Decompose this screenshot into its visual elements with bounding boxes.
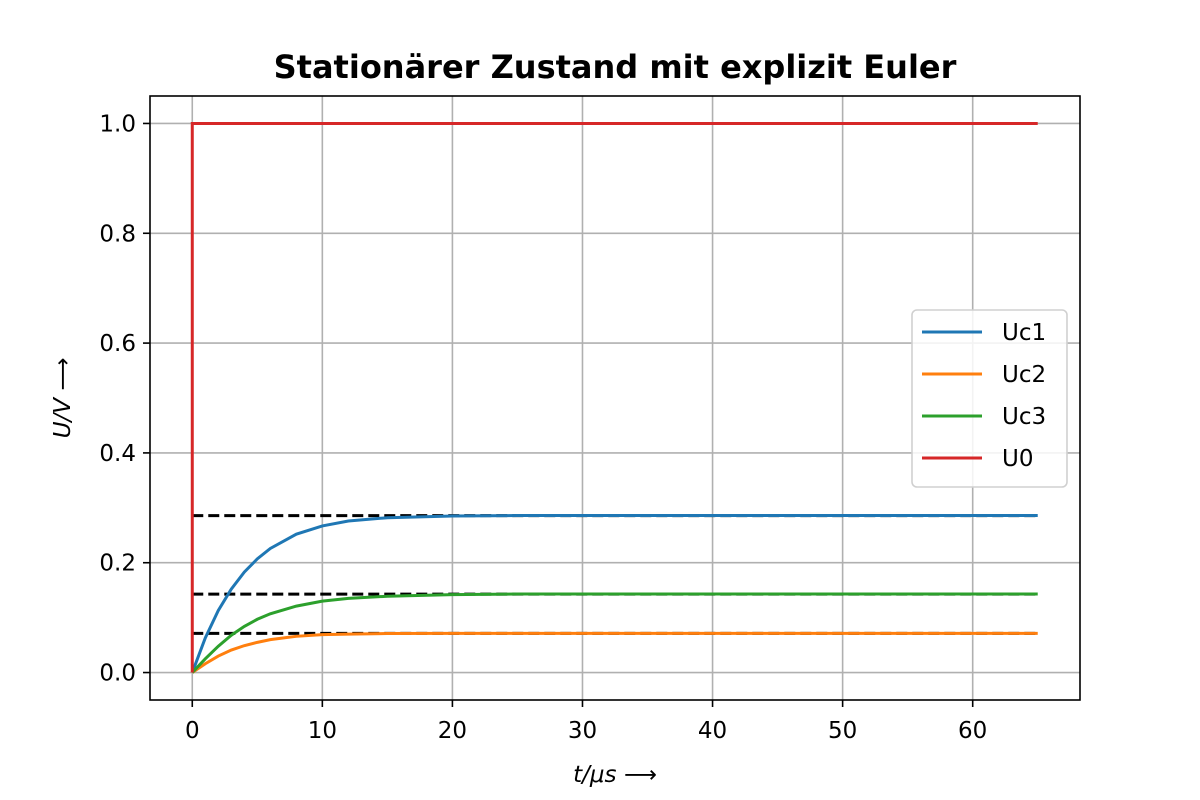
y-tick-label: 0.4 <box>99 441 136 467</box>
plot-frame <box>149 95 1081 701</box>
x-tick-label: 60 <box>958 718 987 744</box>
legend-label: Uc3 <box>1002 404 1046 430</box>
y-axis-label: U/V ⟶ <box>50 358 76 439</box>
series-line-uc1 <box>190 514 1038 674</box>
chart-title: Stationärer Zustand mit explizit Euler <box>274 48 957 86</box>
legend-box <box>911 309 1068 488</box>
y-tick-label: 0.2 <box>99 551 136 577</box>
series-line-uc3 <box>191 592 1038 674</box>
y-tick-label: 1.0 <box>99 111 136 137</box>
y-tick-labels: 0.0 0.2 0.4 0.6 0.8 1.0 <box>99 111 136 686</box>
series-group <box>190 121 1038 674</box>
legend-label: U0 <box>1002 446 1033 472</box>
x-tick-labels: 0 10 20 30 40 50 60 <box>185 718 987 744</box>
ticks <box>143 122 974 707</box>
y-tick-label: 0.6 <box>99 331 136 357</box>
x-axis-label: t/μs ⟶ <box>573 762 657 788</box>
x-tick-label: 50 <box>828 718 857 744</box>
legend: Uc1 Uc2 Uc3 U0 <box>911 309 1068 488</box>
x-tick-label: 30 <box>568 718 597 744</box>
series-line-uc2 <box>191 631 1038 674</box>
series-line-u0 <box>190 121 1038 673</box>
y-tick-label: 0.0 <box>99 661 136 687</box>
x-tick-label: 10 <box>308 718 337 744</box>
x-tick-label: 40 <box>698 718 727 744</box>
y-tick-label: 0.8 <box>99 221 136 247</box>
legend-label: Uc2 <box>1002 362 1046 388</box>
x-tick-label: 0 <box>185 718 200 744</box>
x-tick-label: 20 <box>438 718 467 744</box>
legend-label: Uc1 <box>1002 320 1046 346</box>
